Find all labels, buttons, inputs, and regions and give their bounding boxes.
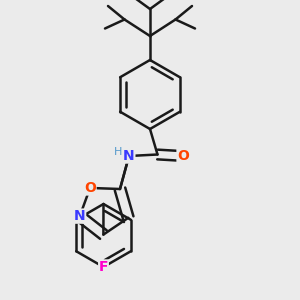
Text: O: O xyxy=(177,149,189,163)
Text: H: H xyxy=(113,147,122,158)
Text: F: F xyxy=(99,260,108,274)
Text: N: N xyxy=(74,209,85,223)
Text: O: O xyxy=(84,181,96,195)
Text: N: N xyxy=(123,149,135,163)
